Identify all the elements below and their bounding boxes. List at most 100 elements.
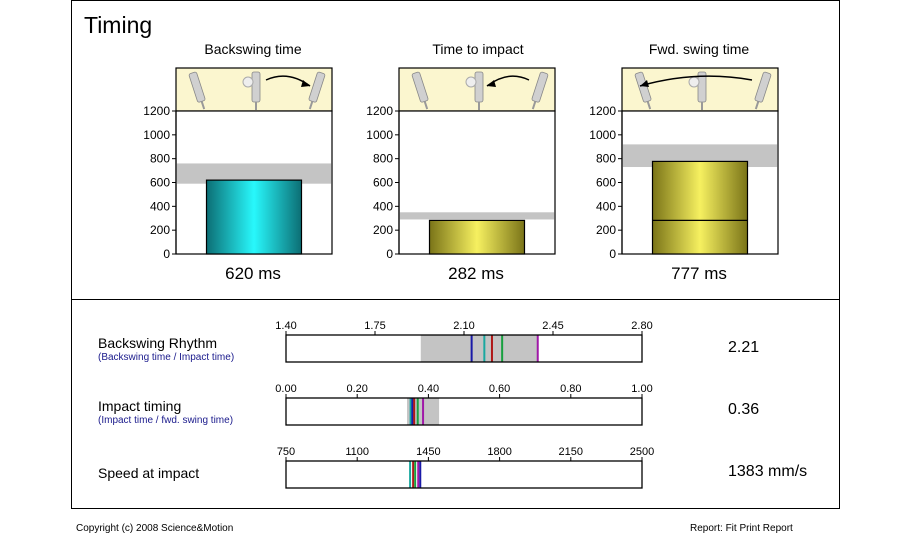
scale-tick-label: 1.75 (364, 320, 385, 332)
club-head-icon (754, 71, 772, 103)
normal-range-band (399, 212, 555, 220)
scale-tick-label: 0.40 (418, 383, 439, 395)
y-tick-label: 1000 (366, 128, 393, 142)
report-frame (71, 0, 840, 509)
bar (205, 179, 303, 255)
club-shaft-icon (531, 101, 537, 110)
chart-value-backswing: 620 ms (225, 264, 281, 283)
row-value-backswing-rhythm: 2.21 (728, 339, 760, 356)
arrow-head-icon (640, 80, 649, 87)
ball-icon (688, 76, 700, 88)
club-icon (308, 71, 326, 110)
row-label-backswing-rhythm: Backswing Rhythm (98, 335, 218, 351)
row-value-speed-at-impact: 1383 mm/s (728, 463, 808, 480)
y-tick-label: 600 (150, 176, 170, 190)
club-shaft-icon (646, 101, 652, 110)
y-tick-label: 400 (373, 199, 393, 213)
scale-tick-label: 1.00 (631, 383, 652, 395)
scale-frame (285, 397, 643, 426)
bar (651, 160, 749, 255)
row-sublabel-backswing-rhythm: (Backswing time / Impact time) (98, 352, 235, 363)
scale-tick-label: 1.40 (275, 320, 296, 332)
scale-row-2: 750 1100 1450 1800 2150 2500 (277, 446, 654, 489)
y-tick-label: 600 (596, 176, 616, 190)
footer-report-name: Report: Fit Print Report (690, 523, 793, 534)
row-sublabel-impact-timing: (Impact time / fwd. swing time) (98, 415, 234, 426)
scale-tick-label: 0.00 (275, 383, 296, 395)
club-head-icon (308, 71, 326, 103)
club-icon (697, 71, 707, 110)
club-shaft-icon (200, 101, 206, 110)
club-head-icon (474, 71, 484, 103)
chart-title-forward: Fwd. swing time (648, 41, 750, 57)
y-tick-label: 800 (373, 152, 393, 166)
club-icon (188, 71, 206, 110)
arrow-head-icon (487, 80, 496, 87)
club-head-icon (411, 71, 429, 103)
arrow-icon (639, 75, 753, 87)
scale-row-0: 1.40 1.75 2.10 2.45 2.80 (275, 320, 653, 363)
scale-tick-label: 2.45 (542, 320, 563, 332)
bar-charts: 0 200 400 600 800 1000 1200 0 200 400 600 800 1000 12… (143, 67, 779, 261)
y-tick-label: 800 (596, 152, 616, 166)
y-tick-label: 200 (373, 223, 393, 237)
scale-tick-label: 1800 (487, 446, 511, 458)
club-icon (251, 71, 261, 110)
club-shaft-icon (423, 101, 429, 110)
scale-tick-label: 1100 (345, 446, 369, 458)
y-tick-label: 600 (373, 176, 393, 190)
page-title: Timing (84, 12, 153, 38)
chart-value-impact: 282 ms (448, 264, 504, 283)
footer-copyright: Copyright (c) 2008 Science&Motion (76, 523, 234, 534)
club-head-icon (251, 71, 261, 103)
y-tick-label: 400 (150, 199, 170, 213)
scale-tick-label: 0.80 (560, 383, 581, 395)
club-icon (754, 71, 772, 110)
row-label-speed-at-impact: Speed at impact (98, 465, 200, 481)
scale-tick-label: 1450 (416, 446, 440, 458)
scale-tick-label: 2500 (630, 446, 654, 458)
y-tick-label: 1000 (143, 128, 170, 142)
club-icon (531, 71, 549, 110)
scale-background (286, 461, 642, 488)
ball-icon (465, 76, 477, 88)
club-shaft-icon (308, 101, 314, 110)
scale-background (286, 398, 642, 425)
scale-tick-label: 2150 (559, 446, 583, 458)
y-tick-label: 0 (386, 247, 393, 261)
scale-tick-label: 0.60 (489, 383, 510, 395)
scale-row-1: 0.00 0.20 0.40 0.60 0.80 1.00 (275, 383, 653, 426)
scale-tick-label: 0.20 (346, 383, 367, 395)
row-label-impact-timing: Impact timing (98, 398, 182, 414)
y-tick-label: 0 (609, 247, 616, 261)
y-tick-label: 1200 (143, 104, 170, 118)
bar-panel-2: 0 200 400 600 800 1000 1200 (589, 67, 779, 261)
y-tick-label: 800 (150, 152, 170, 166)
normal-range-band (176, 163, 332, 184)
scale-normal-band (420, 335, 538, 362)
y-tick-label: 1200 (589, 104, 616, 118)
bar-panel-0: 0 200 400 600 800 1000 1200 (143, 67, 333, 261)
club-icon (634, 71, 652, 110)
y-tick-label: 1200 (366, 104, 393, 118)
y-tick-label: 200 (596, 223, 616, 237)
scale-tick-label: 2.80 (631, 320, 652, 332)
y-tick-label: 400 (596, 199, 616, 213)
scale-frame (285, 460, 643, 489)
club-shaft-icon (754, 101, 760, 110)
club-icon (411, 71, 429, 110)
ball-icon (242, 76, 254, 88)
bar-panel-1: 0 200 400 600 800 1000 1200 (366, 67, 556, 261)
y-tick-label: 200 (150, 223, 170, 237)
scale-tick-label: 2.10 (453, 320, 474, 332)
chart-title-backswing: Backswing time (204, 41, 302, 57)
y-tick-label: 1000 (589, 128, 616, 142)
scale-tick-label: 750 (277, 446, 295, 458)
row-value-impact-timing: 0.36 (728, 401, 760, 418)
arrow-head-icon (301, 80, 310, 87)
club-icon (474, 71, 484, 110)
chart-value-forward: 777 ms (671, 264, 727, 283)
club-head-icon (531, 71, 549, 103)
scale-charts: 1.40 1.75 2.10 2.45 2.80 0.00 0.20 0.40 0.60 0.80… (275, 320, 654, 489)
y-tick-label: 0 (163, 247, 170, 261)
